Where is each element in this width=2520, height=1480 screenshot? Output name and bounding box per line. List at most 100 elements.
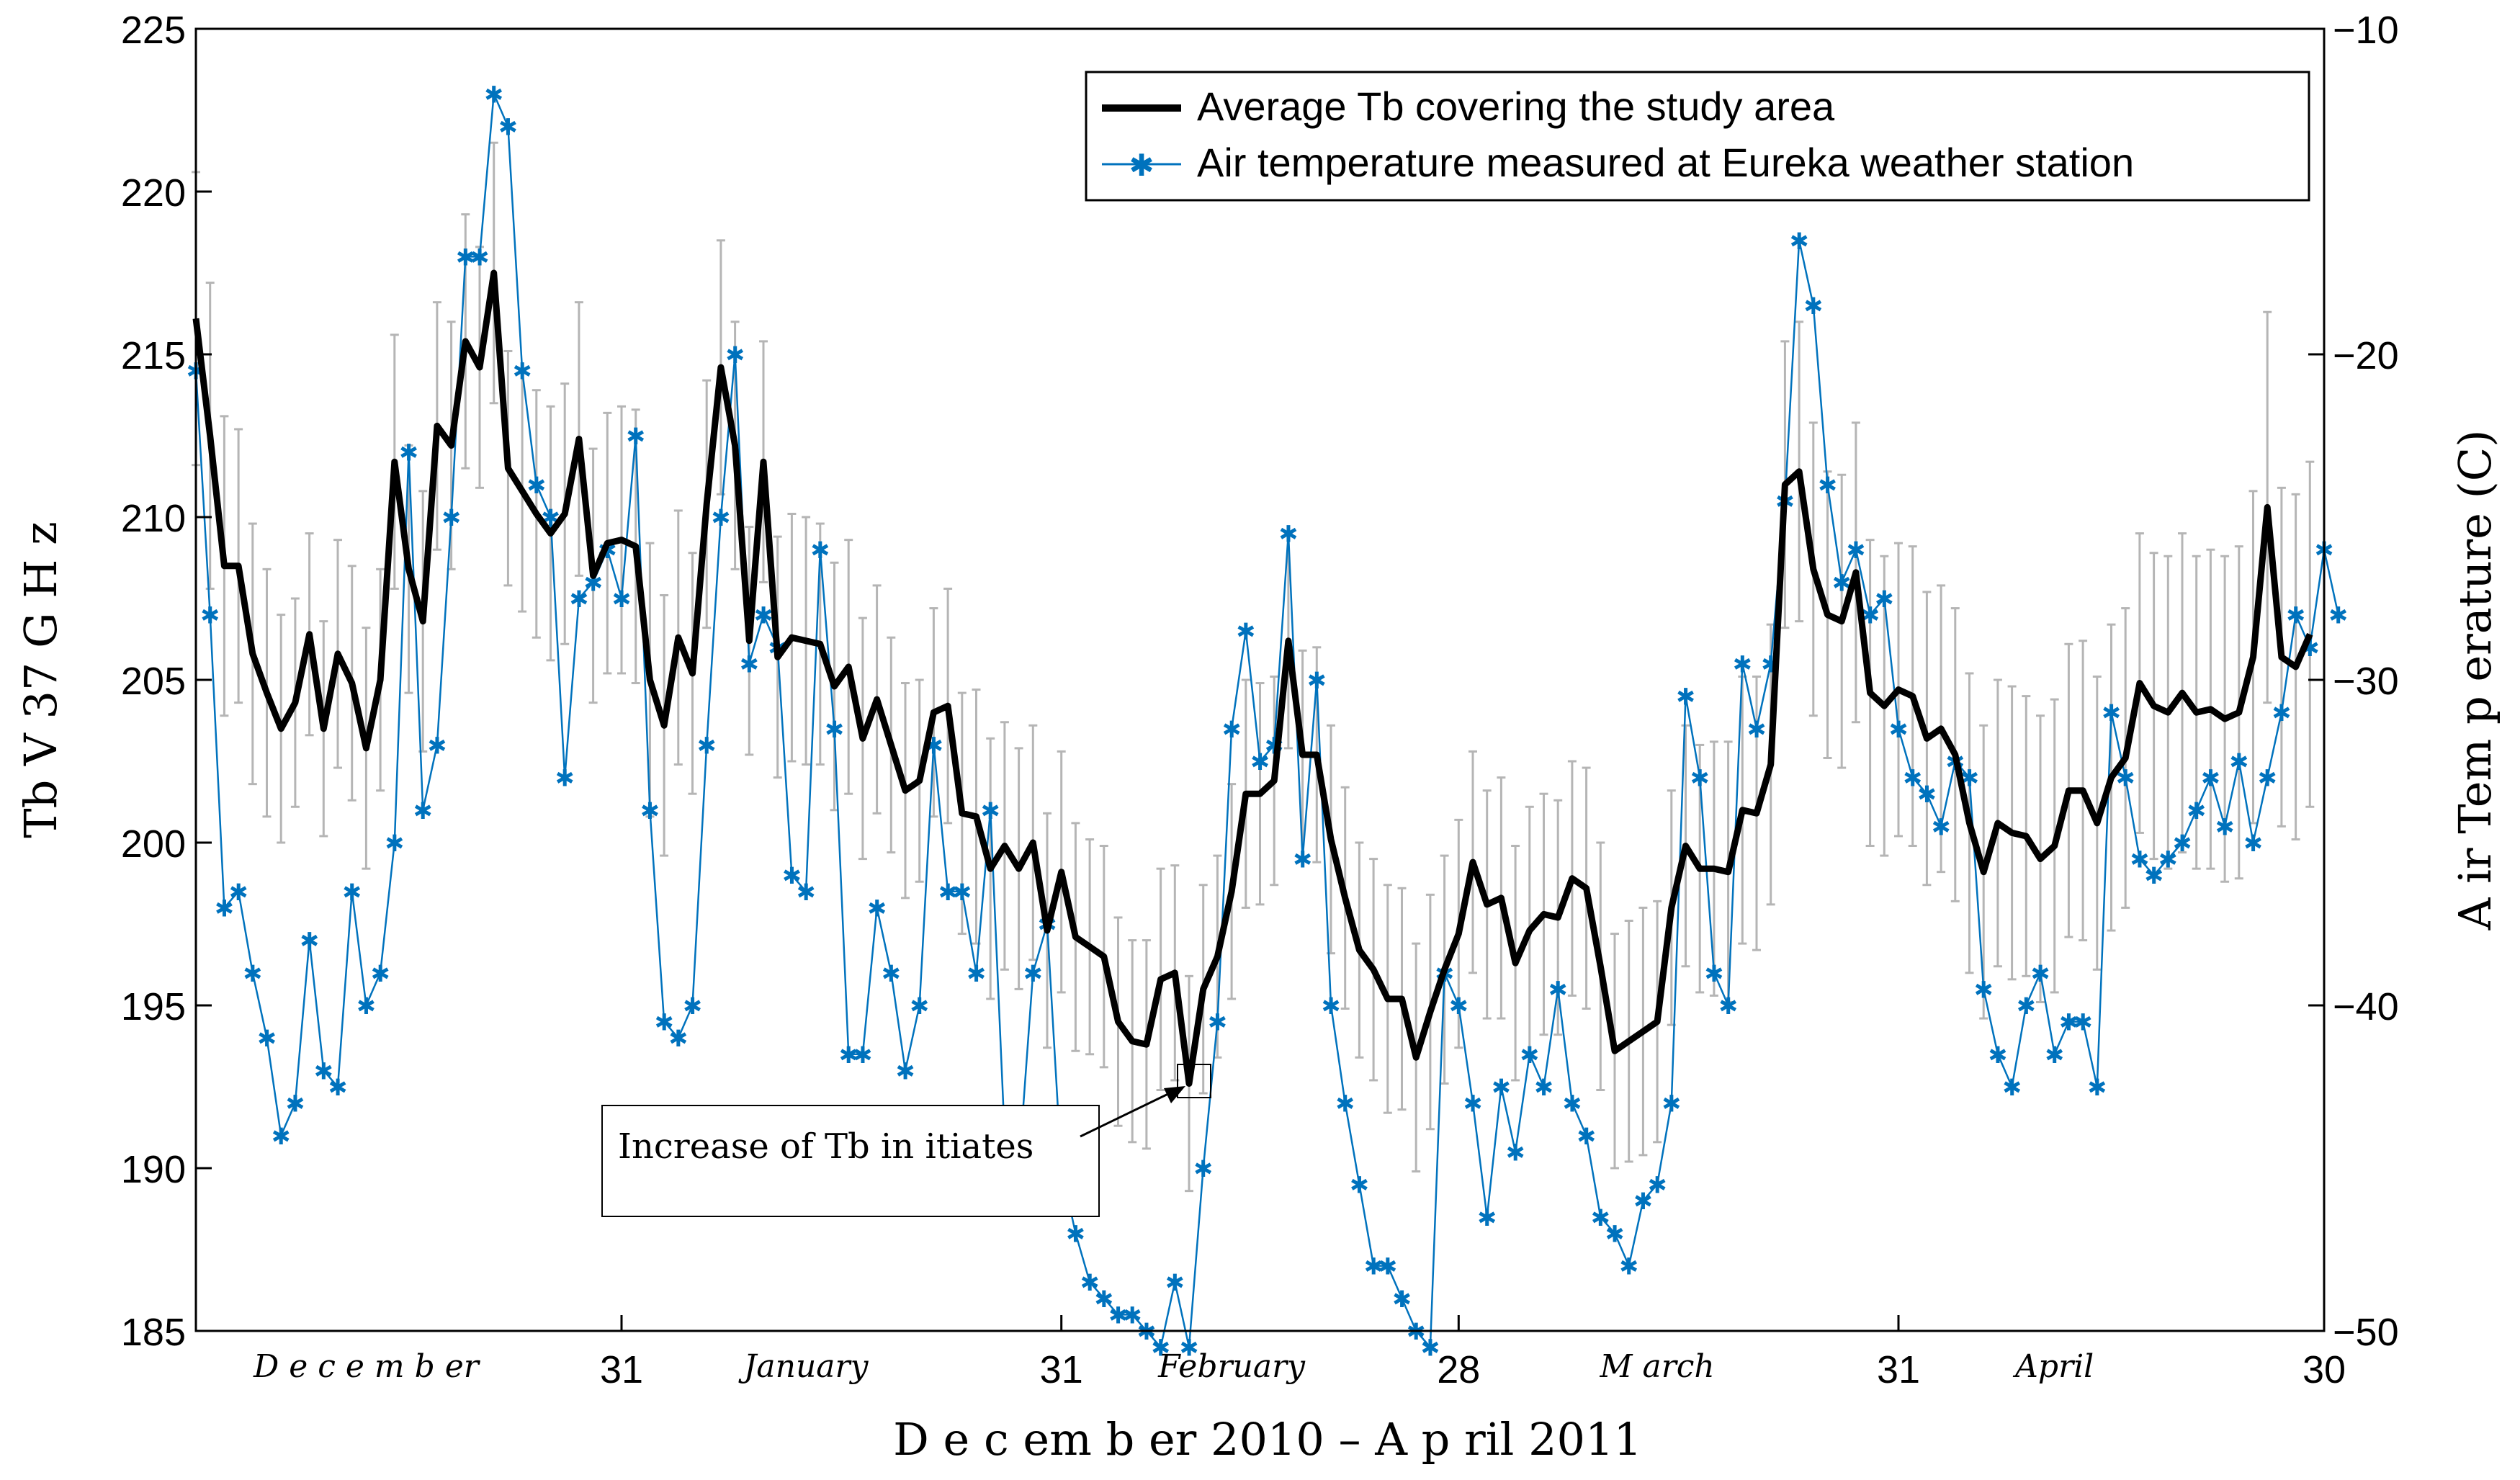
air-temperature-point: ✱ xyxy=(1974,977,1994,1003)
air-temperature-point: ✱ xyxy=(215,895,234,921)
air-temperature-point: ✱ xyxy=(229,879,248,905)
air-temperature-point: ✱ xyxy=(1180,1335,1199,1361)
air-temperature-point: ✱ xyxy=(1548,977,1568,1003)
air-temperature-point: ✱ xyxy=(385,830,404,856)
legend: ✱ Average Tb covering the study area Air… xyxy=(1085,71,2310,202)
month-label: M arch xyxy=(1599,1348,1714,1385)
air-temperature-point: ✱ xyxy=(1889,717,1909,743)
air-temperature-point: ✱ xyxy=(555,766,575,791)
legend-tb-label: Average Tb covering the study area xyxy=(1197,84,1835,129)
air-temperature-point: ✱ xyxy=(2243,830,2263,856)
air-temperature-point: ✱ xyxy=(910,993,929,1019)
air-temperature-point: ✱ xyxy=(853,1042,872,1068)
annotation-arrow-head xyxy=(1164,1086,1185,1103)
air-temperature-point: ✱ xyxy=(300,928,319,954)
air-temperature-point: ✱ xyxy=(612,586,632,612)
average-tb-line xyxy=(192,269,2313,1087)
legend-box xyxy=(1085,71,2310,202)
air-temperature-point: ✱ xyxy=(2201,766,2220,791)
air-temperature-point: ✱ xyxy=(1151,1335,1170,1361)
air-temperature-point: ✱ xyxy=(328,1075,348,1100)
air-temperature-point: ✱ xyxy=(1222,717,1242,743)
air-temperature-point: ✱ xyxy=(2173,830,2192,856)
air-temperature-point: ✱ xyxy=(1350,1172,1369,1198)
air-temperature-point: ✱ xyxy=(484,81,503,107)
air-temperature-point: ✱ xyxy=(413,798,433,824)
air-temperature-line xyxy=(194,93,2339,1348)
air-temperature-point: ✱ xyxy=(1193,1156,1213,1182)
air-temperature-point: ✱ xyxy=(1492,1075,1511,1100)
air-temperature-point: ✱ xyxy=(342,879,362,905)
air-temperature-point: ✱ xyxy=(1123,1302,1142,1328)
air-temperature-point: ✱ xyxy=(1932,814,1951,840)
air-temperature-point: ✱ xyxy=(1378,1254,1397,1280)
air-temperature-point: ✱ xyxy=(2286,603,2305,629)
right-axis-ticks: −50 −40 −30 −20 −10 xyxy=(2308,9,2399,1354)
air-temperature-point: ✱ xyxy=(1322,993,1341,1019)
month-label: April xyxy=(2012,1348,2094,1385)
air-temperature-point: ✱ xyxy=(740,651,759,677)
air-temperature-point: ✱ xyxy=(357,993,376,1019)
month-label: February xyxy=(1157,1348,1306,1385)
air-temperature-point: ✱ xyxy=(1818,472,1837,498)
air-temperature-point: ✱ xyxy=(655,1010,674,1036)
air-temperature-point: ✱ xyxy=(2144,863,2163,889)
x-tick-label: 31 xyxy=(600,1348,643,1391)
air-temperature-point: ✱ xyxy=(2031,961,2050,987)
air-temperature-point: ✱ xyxy=(711,505,730,531)
air-temperature-point: ✱ xyxy=(243,961,262,987)
right-axis-label: A ir Tem p erature (C) xyxy=(2449,430,2501,931)
x-tick-label: 31 xyxy=(1040,1348,1083,1391)
air-temperature-point: ✱ xyxy=(1335,1091,1355,1117)
air-temperature-point: ✱ xyxy=(1165,1270,1185,1296)
air-temperature-point: ✱ xyxy=(569,586,588,612)
legend-air-label: Air temperature measured at Eureka weath… xyxy=(1197,140,2134,185)
right-tick-label: −50 xyxy=(2333,1311,2399,1354)
air-temperature-point: ✱ xyxy=(797,879,816,905)
air-temperature-point: ✱ xyxy=(1506,1139,1525,1165)
air-temperature-point: ✱ xyxy=(257,1026,277,1051)
left-tick-label: 210 xyxy=(121,497,186,540)
air-temperature-point: ✱ xyxy=(1633,1188,1653,1214)
air-temperature-point: ✱ xyxy=(967,961,986,987)
air-temperature-point: ✱ xyxy=(2328,603,2348,629)
air-temperature-point: ✱ xyxy=(2002,1075,2022,1100)
air-temperature-point: ✱ xyxy=(626,423,645,449)
left-axis-label: Tb V 37 G H z xyxy=(14,521,67,838)
air-temperature-point: ✱ xyxy=(640,798,660,824)
right-tick-label: −20 xyxy=(2333,334,2399,377)
air-temperature-point: ✱ xyxy=(470,244,490,270)
air-temperature-point: ✱ xyxy=(1534,1075,1553,1100)
air-temperature-point: ✱ xyxy=(314,1058,333,1084)
air-temperature-point: ✱ xyxy=(1364,1254,1384,1280)
right-tick-label: −10 xyxy=(2333,9,2399,52)
air-temperature-point: ✱ xyxy=(1066,1221,1085,1247)
air-temperature-point: ✱ xyxy=(441,505,461,531)
air-temperature-point: ✱ xyxy=(2158,847,2178,873)
air-temperature-point: ✱ xyxy=(1803,293,1823,319)
air-temperature-point: ✱ xyxy=(1917,781,1937,807)
air-temperature-point: ✱ xyxy=(754,603,774,629)
month-label: January xyxy=(738,1348,869,1385)
x-tick-label: 30 xyxy=(2302,1348,2346,1391)
air-temperature-point: ✱ xyxy=(456,244,475,270)
left-tick-label: 190 xyxy=(121,1148,186,1191)
air-temperature-point: ✱ xyxy=(2017,993,2036,1019)
air-temperature-point: ✱ xyxy=(2187,798,2206,824)
air-temperature-point: ✱ xyxy=(1718,993,1738,1019)
month-label: D e c e m b er xyxy=(253,1348,481,1385)
annotation: Increase of Tb in itiates xyxy=(601,1064,1211,1217)
air-temperature-point: ✱ xyxy=(1293,847,1312,873)
air-temperature-point: ✱ xyxy=(697,732,717,758)
air-temperature-point: ✱ xyxy=(1619,1254,1638,1280)
air-temperature-point: ✱ xyxy=(1208,1010,1227,1036)
air-temperature-point: ✱ xyxy=(1591,1205,1610,1231)
air-temperature-point: ✱ xyxy=(2272,700,2291,726)
air-temperature-point: ✱ xyxy=(1278,521,1298,547)
air-temperature-point: ✱ xyxy=(1577,1124,1596,1149)
air-temperature-point: ✱ xyxy=(1690,766,1710,791)
air-temperature-point: ✱ xyxy=(1520,1042,1539,1068)
x-tick-label: 31 xyxy=(1877,1348,1920,1391)
annotation-target-box xyxy=(1177,1064,1211,1098)
air-temperature-point: ✱ xyxy=(882,961,901,987)
